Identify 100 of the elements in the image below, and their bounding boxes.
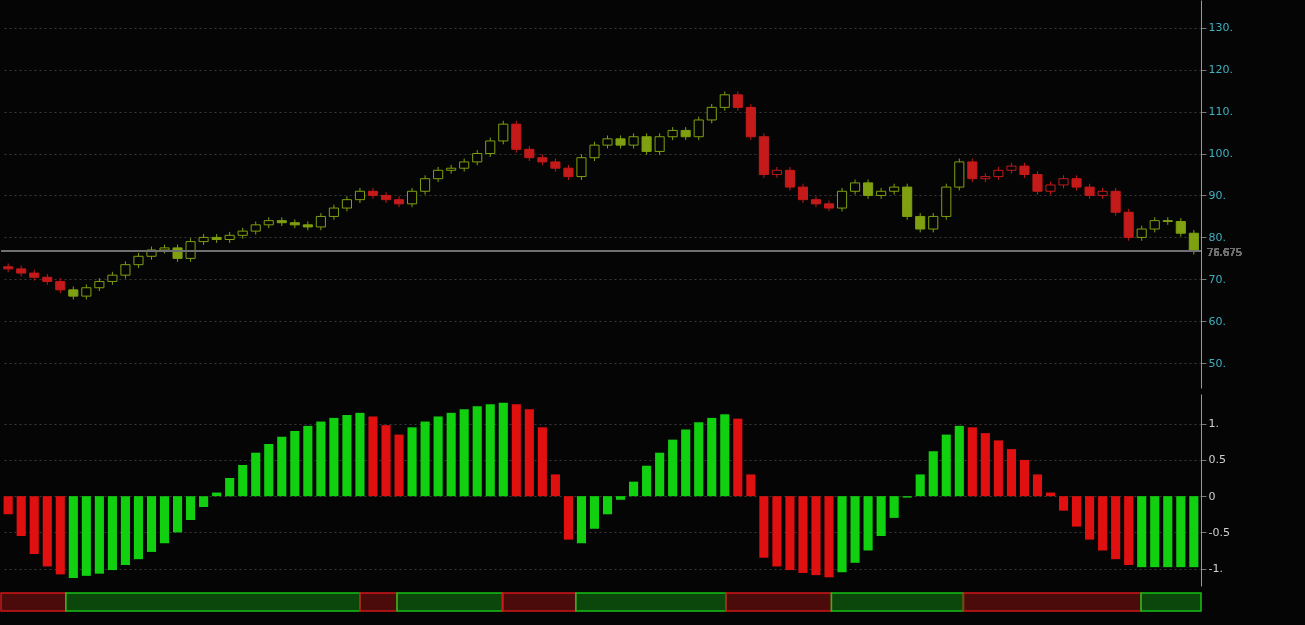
bar bbox=[394, 434, 404, 497]
bar bbox=[707, 417, 717, 497]
y-tick-label: 120. bbox=[1208, 63, 1233, 77]
y-tick-label: 70. bbox=[1208, 272, 1226, 286]
bar bbox=[720, 414, 730, 497]
bar bbox=[238, 465, 248, 497]
candlestick bbox=[928, 212, 939, 233]
bar bbox=[615, 496, 626, 500]
bar bbox=[746, 474, 756, 497]
candlestick bbox=[407, 187, 418, 208]
bar bbox=[1085, 496, 1095, 540]
bar bbox=[368, 416, 378, 497]
candlestick bbox=[1110, 187, 1121, 217]
y-tick-label: -0.5 bbox=[1208, 525, 1230, 539]
bar bbox=[733, 418, 743, 497]
bar bbox=[524, 409, 534, 497]
bar bbox=[1032, 474, 1043, 497]
candlestick bbox=[693, 116, 704, 141]
candlestick bbox=[498, 120, 509, 145]
bar bbox=[915, 474, 925, 497]
bar bbox=[967, 427, 977, 497]
y-tick-label: 0 bbox=[1208, 489, 1216, 503]
bar bbox=[863, 496, 873, 551]
bar bbox=[1137, 496, 1147, 568]
bar bbox=[459, 409, 469, 497]
candlestick bbox=[967, 158, 978, 183]
bar bbox=[785, 496, 795, 571]
bar bbox=[941, 434, 951, 497]
bar bbox=[954, 425, 964, 497]
bar bbox=[811, 496, 821, 576]
bar bbox=[962, 592, 1142, 612]
bar bbox=[1140, 592, 1202, 612]
candlestick bbox=[185, 237, 196, 263]
bar bbox=[55, 496, 65, 575]
bar bbox=[681, 429, 691, 497]
candlestick bbox=[1188, 229, 1199, 256]
bar bbox=[798, 496, 808, 573]
bar bbox=[420, 421, 430, 497]
bar bbox=[511, 404, 521, 497]
y-tick-label: 60. bbox=[1208, 314, 1226, 328]
bar bbox=[472, 406, 482, 497]
bar bbox=[342, 415, 352, 497]
candlestick bbox=[863, 179, 874, 200]
bar bbox=[16, 496, 26, 537]
bar bbox=[303, 425, 313, 497]
y-tick-label: 50. bbox=[1208, 356, 1226, 370]
bar bbox=[264, 443, 274, 497]
bar bbox=[1189, 496, 1199, 568]
bar bbox=[446, 412, 456, 497]
bar bbox=[993, 440, 1003, 497]
bar bbox=[1176, 496, 1186, 568]
candlestick bbox=[576, 153, 587, 181]
bar bbox=[725, 592, 833, 612]
bar bbox=[81, 496, 91, 576]
bar bbox=[290, 430, 300, 497]
bar bbox=[837, 496, 847, 573]
bar bbox=[694, 422, 704, 497]
bar bbox=[159, 496, 170, 544]
bar bbox=[602, 496, 613, 515]
bar bbox=[642, 465, 652, 497]
candlestick bbox=[732, 90, 743, 112]
bar bbox=[655, 452, 665, 497]
bar bbox=[120, 496, 130, 565]
bar bbox=[396, 592, 504, 612]
bar bbox=[850, 496, 860, 563]
bar bbox=[1111, 496, 1121, 560]
bar bbox=[225, 478, 235, 497]
bar bbox=[407, 427, 417, 497]
y-tick-label: 130. bbox=[1208, 21, 1233, 35]
bar bbox=[433, 416, 443, 497]
candlestick bbox=[380, 191, 392, 204]
candlestick bbox=[641, 132, 652, 156]
y-tick-label: 100. bbox=[1208, 147, 1233, 161]
y-tick-label: 0.5 bbox=[1208, 453, 1226, 467]
bar bbox=[824, 496, 834, 578]
candlestick bbox=[367, 187, 379, 200]
candlestick bbox=[589, 141, 600, 162]
bar bbox=[0, 592, 67, 612]
bar bbox=[1163, 496, 1173, 568]
bar bbox=[133, 496, 144, 560]
candlestick bbox=[876, 187, 887, 200]
bar bbox=[1150, 496, 1160, 568]
y-tick-label: 80. bbox=[1208, 230, 1226, 244]
bar bbox=[3, 496, 13, 515]
candlestick bbox=[654, 132, 665, 156]
bar bbox=[575, 592, 727, 612]
bar bbox=[876, 496, 886, 537]
bar bbox=[830, 592, 965, 612]
bar bbox=[146, 496, 157, 552]
bar bbox=[381, 425, 391, 497]
bar bbox=[29, 496, 39, 555]
bar bbox=[1058, 496, 1069, 511]
candlestick bbox=[1032, 170, 1043, 196]
candlestick bbox=[393, 195, 405, 208]
bar bbox=[1006, 449, 1016, 497]
bar bbox=[355, 412, 365, 497]
bar bbox=[576, 496, 587, 544]
bar bbox=[501, 592, 577, 612]
bar bbox=[172, 496, 183, 533]
bar bbox=[329, 417, 339, 497]
